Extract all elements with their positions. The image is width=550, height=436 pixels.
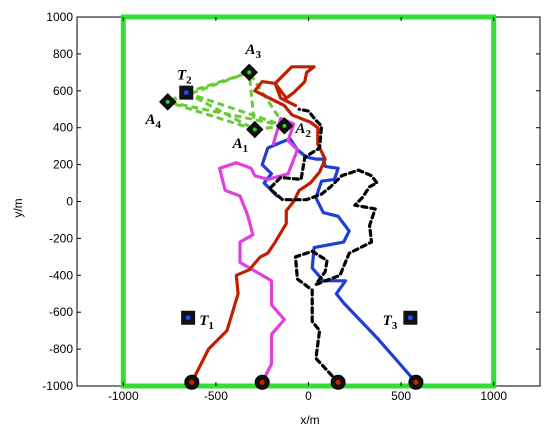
y-tick-label: -600: [49, 305, 73, 319]
y-tick-label: 0: [66, 195, 73, 209]
trajectory-line-4: [268, 107, 379, 384]
x-tick-label: -500: [204, 389, 228, 403]
target-marker-center-1: [183, 90, 189, 96]
y-tick-label: -400: [49, 268, 73, 282]
trajectory-line-3: [190, 65, 327, 384]
y-tick-label: 1000: [46, 10, 73, 24]
start-point-center-1: [189, 379, 195, 385]
target-marker-center-3: [407, 315, 413, 321]
x-tick-label: 0: [305, 389, 312, 403]
start-point-center-4: [413, 379, 419, 385]
plot-area: [76, 16, 541, 387]
y-tick-label: 400: [53, 121, 73, 135]
start-point-center-2: [259, 379, 265, 385]
x-tick-label: 1000: [480, 389, 507, 403]
agent-node-center-a1: [252, 127, 257, 132]
y-tick-label: -200: [49, 231, 73, 245]
x-tick-label: 500: [391, 389, 411, 403]
y-tick-label: 600: [53, 84, 73, 98]
agent-node-center-a3: [247, 70, 252, 75]
target-marker-center-2: [185, 315, 191, 321]
formation-edge-9: [185, 70, 250, 95]
formation-edge-2: [247, 72, 257, 130]
y-tick-label: 200: [53, 158, 73, 172]
y-axis-label: y/m: [11, 198, 25, 217]
agent-node-center-a2: [282, 123, 287, 128]
x-axis-label: x/m: [300, 413, 319, 427]
y-tick-label: -1000: [42, 379, 73, 393]
agent-node-center-a4: [165, 99, 170, 104]
formation-edge-8: [185, 91, 285, 128]
y-tick-label: 800: [53, 47, 73, 61]
formation-edge-7: [185, 91, 256, 131]
trajectory-line-2: [218, 116, 299, 384]
x-tick-label: -1000: [108, 389, 139, 403]
y-tick-label: -800: [49, 342, 73, 356]
formation-edge-3: [167, 100, 256, 131]
start-point-center-3: [335, 379, 341, 385]
